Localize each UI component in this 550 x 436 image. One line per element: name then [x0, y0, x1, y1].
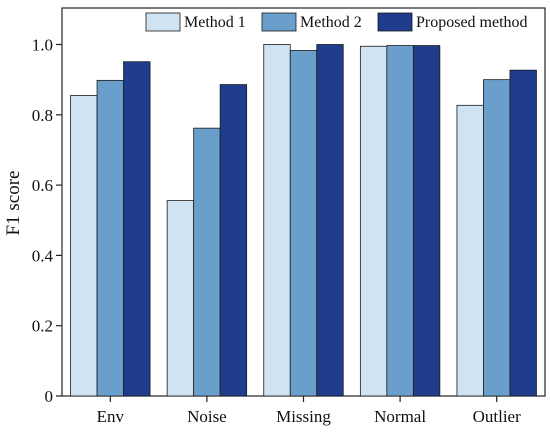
x-tick-label: Normal [374, 407, 426, 426]
y-tick-label: 0.2 [32, 317, 53, 336]
x-tick-label: Noise [187, 407, 227, 426]
bar-noise-series-2 [193, 127, 221, 397]
bar-normal-series-3 [412, 45, 441, 397]
bars [70, 44, 537, 397]
bar-normal-series-2 [386, 45, 414, 397]
legend-swatch [145, 12, 181, 32]
bar-noise-series-3 [219, 84, 248, 397]
bar-outlier-series-2 [483, 79, 511, 397]
bar-env-series-3 [123, 61, 151, 397]
bar-env-series-2 [96, 79, 124, 397]
y-tick-label: 0.4 [32, 246, 54, 265]
y-tick-label: 0 [45, 387, 54, 406]
bar-outlier-series-1 [456, 104, 484, 397]
legend-label: Method 2 [300, 14, 362, 31]
legend-swatch [377, 12, 413, 32]
legend-label: Method 1 [184, 14, 246, 31]
y-tick-label: 0.6 [32, 176, 53, 195]
legend-swatch [261, 12, 297, 32]
bar-env-series-1 [70, 95, 98, 397]
x-axis: Env Noise Missing Normal Outlier [97, 396, 521, 426]
bar-normal-series-1 [359, 45, 388, 397]
bar-outlier-series-3 [509, 69, 537, 397]
x-tick-label: Outlier [473, 407, 521, 426]
bar-noise-series-1 [166, 200, 195, 397]
y-axis: 0 0.2 0.4 0.6 0.8 1.0 [32, 36, 62, 406]
bar-missing-series-1 [263, 44, 291, 397]
legend: Method 1 Method 2 Proposed method [145, 12, 528, 32]
bar-missing-series-3 [316, 44, 344, 397]
y-tick-label: 1.0 [32, 36, 53, 55]
y-axis-title: F1 score [3, 171, 24, 236]
bar-missing-series-2 [289, 50, 318, 397]
legend-label: Proposed method [416, 14, 528, 31]
y-tick-label: 0.8 [32, 106, 53, 125]
x-tick-label: Missing [276, 407, 331, 426]
x-tick-label: Env [97, 407, 125, 426]
